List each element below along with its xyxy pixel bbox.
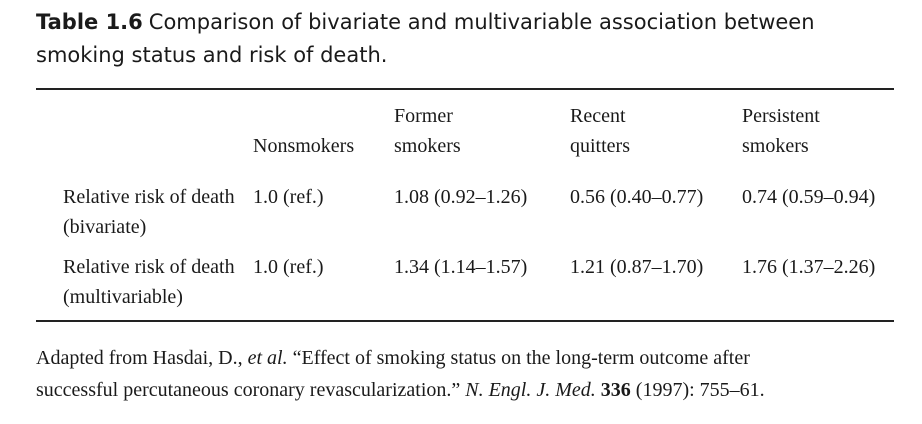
column-header-line-1: Recent	[570, 105, 626, 127]
table-cell: 1.76 (1.37–2.26)	[742, 256, 876, 278]
column-header-recent-quitters: Recent quitters	[570, 101, 630, 161]
source-line-2: successful percutaneous coronary revascu…	[36, 374, 898, 406]
column-header-line-2: quitters	[570, 135, 630, 157]
table-cell: 1.0 (ref.)	[253, 256, 324, 278]
table-bottom-rule	[36, 320, 894, 322]
row-label-line-1: Relative risk of death	[63, 256, 235, 278]
source-quote-2: successful percutaneous coronary revascu…	[36, 379, 466, 401]
source-et-al: et al.	[247, 347, 288, 369]
table-title-line-1: Comparison of bivariate and multivariabl…	[148, 10, 815, 34]
row-label-bivariate: Relative risk of death (bivariate)	[36, 182, 235, 242]
source-line-1: Adapted from Hasdai, D., et al. “Effect …	[36, 342, 898, 374]
column-header-line-1: Persistent	[742, 105, 820, 127]
column-header-line-2: Nonsmokers	[253, 135, 355, 157]
source-pages: (1997): 755–61.	[630, 379, 765, 401]
column-header-nonsmokers: Nonsmokers	[253, 131, 354, 161]
table-cell: 1.34 (1.14–1.57)	[394, 256, 528, 278]
table-title-line-2: smoking status and risk of death.	[36, 43, 388, 67]
table-cell: 1.21 (0.87–1.70)	[570, 256, 704, 278]
column-header-line-2: smokers	[742, 135, 809, 157]
source-quote-1: “Effect of smoking status on the long-te…	[287, 347, 750, 369]
column-header-former-smokers: Former smokers	[394, 101, 461, 161]
table-caption: Table 1.6 Comparison of bivariate and mul…	[36, 6, 896, 72]
row-label-line-2: (bivariate)	[63, 216, 147, 238]
row-label-multivariable: Relative risk of death (multivariable)	[36, 252, 235, 312]
column-header-line-1: Former	[394, 105, 453, 127]
source-journal: N. Engl. J. Med.	[465, 379, 596, 401]
table-cell: 0.56 (0.40–0.77)	[570, 186, 704, 208]
row-label-line-2: (multivariable)	[63, 286, 183, 308]
table-cell: 1.0 (ref.)	[253, 186, 324, 208]
source-prefix: Adapted from Hasdai, D.,	[36, 347, 248, 369]
table-cell: 1.08 (0.92–1.26)	[394, 186, 528, 208]
source-note: Adapted from Hasdai, D., et al. “Effect …	[36, 342, 898, 406]
column-header-line-2: smokers	[394, 135, 461, 157]
table-top-rule	[36, 88, 894, 90]
column-header-persistent-smokers: Persistent smokers	[742, 101, 820, 161]
table-label: Table 1.6	[36, 10, 143, 34]
table-cell: 0.74 (0.59–0.94)	[742, 186, 876, 208]
source-volume: 336	[600, 379, 631, 401]
row-label-line-1: Relative risk of death	[63, 186, 235, 208]
